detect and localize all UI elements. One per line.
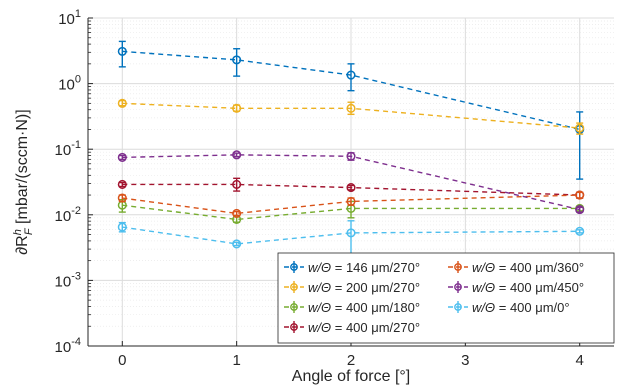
legend-swatch-marker <box>454 303 462 311</box>
data-point <box>575 205 585 215</box>
y-tick-label: 101 <box>58 8 81 28</box>
series-layer <box>117 40 585 255</box>
legend-label: w/Θ = 200 μm/270° <box>308 280 420 295</box>
y-axis-title: ∂RhF [mbar/(sccm·N)] <box>12 109 35 254</box>
series-line <box>122 154 580 211</box>
data-point <box>575 226 585 236</box>
data-point <box>232 179 242 190</box>
data-point <box>346 228 356 238</box>
y-tick-label: 10-4 <box>55 336 81 356</box>
series-line <box>122 102 580 129</box>
series-line <box>122 194 580 215</box>
data-point <box>232 239 242 249</box>
series-6 <box>117 150 585 215</box>
data-point <box>346 151 356 161</box>
y-tick-label: 10-3 <box>55 270 81 290</box>
series-line <box>122 50 580 131</box>
legend-item: w/Θ = 400 μm/180° <box>284 300 420 315</box>
data-point <box>232 103 242 113</box>
data-point <box>346 196 356 206</box>
legend-item: w/Θ = 400 μm/270° <box>284 320 420 335</box>
data-point <box>346 70 356 80</box>
data-point <box>232 208 242 218</box>
x-axis-title: Angle of force [°] <box>292 368 410 385</box>
data-point <box>346 183 356 193</box>
data-point <box>575 190 585 200</box>
legend-item: w/Θ = 400 μm/0° <box>448 300 570 315</box>
legend-swatch-marker <box>290 283 298 291</box>
series-5 <box>117 190 585 218</box>
series-2 <box>117 98 585 135</box>
legend-label: w/Θ = 400 μm/0° <box>472 300 570 315</box>
y-tick-label: 10-1 <box>55 139 81 159</box>
data-point <box>117 179 127 190</box>
data-point <box>117 46 127 56</box>
legend-swatch-marker <box>454 263 462 271</box>
data-point <box>117 152 127 162</box>
legend: w/Θ = 146 μm/270° w/Θ = 400 μm/360° w/Θ = … <box>277 252 615 344</box>
legend-item: w/Θ = 146 μm/270° <box>284 260 420 275</box>
x-tick-label: 1 <box>232 352 240 369</box>
data-point <box>232 55 242 65</box>
series-line <box>122 226 580 245</box>
data-point <box>117 98 127 108</box>
legend-item: w/Θ = 200 μm/270° <box>284 280 420 295</box>
y-tick-label: 10-2 <box>55 205 81 225</box>
data-point <box>346 103 356 113</box>
x-tick-label: 4 <box>576 352 584 369</box>
data-point <box>575 123 585 133</box>
x-tick-label: 3 <box>461 352 469 369</box>
legend-label: w/Θ = 400 μm/270° <box>308 320 420 335</box>
data-point <box>232 150 242 160</box>
legend-box <box>277 252 615 344</box>
x-tick-label: 2 <box>347 352 355 369</box>
legend-label: w/Θ = 400 μm/450° <box>472 280 584 295</box>
series-1 <box>117 40 585 180</box>
legend-item: w/Θ = 400 μm/450° <box>448 280 584 295</box>
series-line <box>122 204 580 221</box>
y-tick-label: 100 <box>58 74 81 94</box>
data-point <box>117 222 127 232</box>
legend-swatch-marker <box>290 303 298 311</box>
series-7 <box>117 220 585 255</box>
legend-swatch-marker <box>454 283 462 291</box>
legend-label: w/Θ = 400 μm/360° <box>472 260 584 275</box>
legend-item: w/Θ = 400 μm/360° <box>448 260 584 275</box>
series-line <box>122 183 580 196</box>
data-point <box>117 193 127 203</box>
x-tick-label: 0 <box>118 352 126 369</box>
legend-label: w/Θ = 400 μm/180° <box>308 300 420 315</box>
legend-swatch-marker <box>290 323 298 331</box>
legend-swatch-marker <box>290 263 298 271</box>
legend-label: w/Θ = 146 μm/270° <box>308 260 420 275</box>
